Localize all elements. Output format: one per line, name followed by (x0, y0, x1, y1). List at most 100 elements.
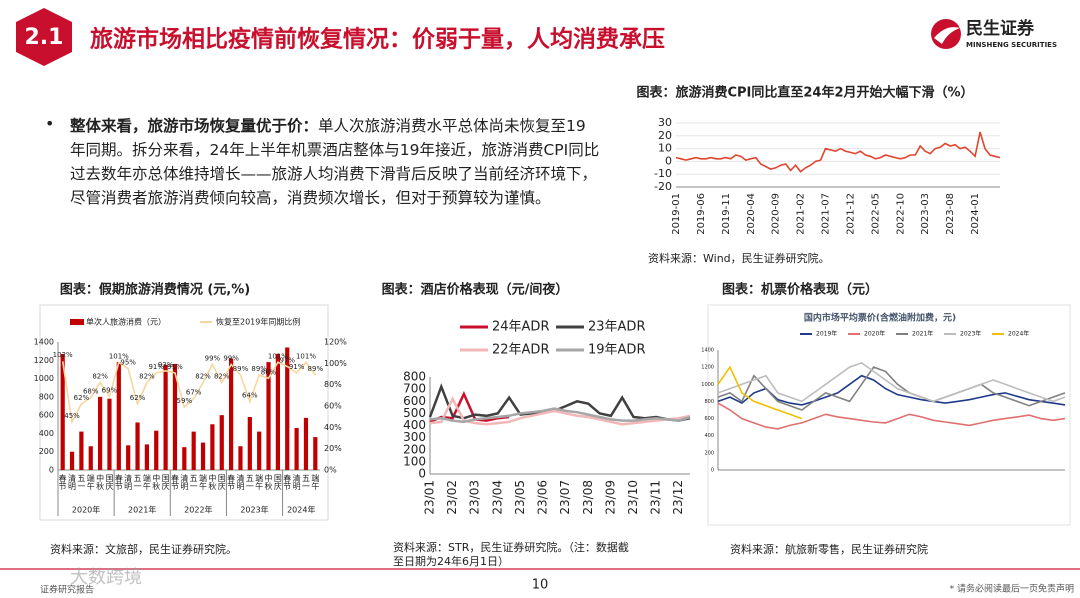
y-tick-label: 800 (39, 392, 54, 401)
y-tick-label: 400 (403, 418, 426, 432)
x-tick-label: 2023-03 (920, 193, 931, 235)
data-label: 67% (186, 389, 202, 397)
data-label: 69% (102, 386, 118, 394)
bar (126, 445, 131, 470)
footer-left: 证券研究报告 (40, 584, 94, 596)
y-tick-label: 1000 (34, 374, 54, 383)
bar (294, 427, 299, 470)
x-tick-label: 23/07 (558, 480, 572, 515)
x-tick-label: 国庆 (217, 474, 226, 491)
legend-label: 2021年 (912, 330, 933, 338)
data-label: 101% (109, 352, 129, 360)
bullet-text: 整体来看，旅游市场恢复量优于价：单人次旅游消费水平总体尚未恢复至19年同期。拆分… (70, 114, 600, 210)
x-tick-label: 五一 (133, 474, 142, 490)
bar (210, 424, 215, 470)
source: 资料来源：Wind，民生证券研究院。 (648, 252, 830, 265)
legend-label: 单次人旅游消费（元） (86, 317, 166, 327)
disclaimer: * 请务必阅读最后一页免责声明 (950, 583, 1074, 595)
x-tick-label: 春节 (170, 473, 179, 491)
x-tick-label: 清明 (180, 473, 189, 491)
group-label: 2020年 (72, 505, 100, 515)
data-label: 97% (279, 357, 295, 365)
data-label: 45% (64, 412, 80, 420)
legend-label: 23年ADR (588, 320, 645, 335)
x-tick-label: 23/12 (671, 480, 685, 515)
data-label: 99% (205, 354, 221, 362)
x-tick-label: 五一 (245, 474, 254, 490)
data-label: 89% (308, 365, 324, 373)
bar (238, 446, 243, 470)
y2-tick-label: 40% (324, 423, 342, 432)
data-label: 95% (120, 359, 136, 367)
bar (275, 353, 280, 470)
y2-tick-label: 120% (324, 338, 347, 347)
y-tick-label: 300 (403, 430, 426, 444)
logo-en: MINSHENG SECURITIES (966, 41, 1057, 49)
y-tick-label: 1200 (701, 365, 714, 371)
y-tick-label: 0 (49, 466, 54, 475)
y-tick-label: 800 (704, 399, 714, 405)
x-tick-label: 2020-09 (771, 193, 782, 235)
x-tick-label: 中秋 (264, 473, 273, 491)
x-tick-label: 2021-12 (845, 193, 856, 235)
source: 资料来源：文旅部，民生证券研究院。 (50, 543, 237, 556)
data-label: 82% (214, 373, 230, 381)
data-label: 89% (233, 365, 249, 373)
chart-title: 图表：假期旅游消费情况 (元,%) (60, 282, 250, 298)
bar (172, 363, 178, 470)
source: 资料来源：航旅新零售，民生证券研究院 (730, 543, 928, 556)
data-label: 82% (92, 373, 108, 381)
badge (16, 8, 72, 66)
x-tick-label: 国庆 (105, 474, 114, 491)
series-line (717, 362, 1066, 403)
watermark: 大数跨境 (70, 567, 142, 588)
x-tick-label: 23/03 (468, 480, 482, 515)
bar (154, 430, 159, 470)
group-label: 2023年 (240, 505, 268, 515)
x-tick-label: 2022-10 (895, 193, 906, 235)
y-tick-label: -20 (654, 180, 672, 193)
x-tick-label: 中秋 (152, 473, 161, 491)
bar (191, 431, 196, 470)
x-tick-label: 2021-07 (821, 193, 832, 235)
series-line (717, 374, 1066, 406)
group-label: 2021年 (128, 505, 156, 515)
series-line (429, 407, 691, 424)
y-tick-label: 600 (39, 411, 54, 420)
legend-label: 2019年 (816, 330, 837, 338)
x-tick-label: 2019-01 (671, 193, 682, 235)
legend-label: 2024年 (1008, 330, 1029, 338)
bullet-bold: 整体来看，旅游市场恢复量优于价： (70, 117, 319, 135)
y-tick-label: 200 (704, 450, 714, 456)
data-label: 91% (148, 363, 164, 371)
bar (107, 398, 112, 470)
x-tick-label: 2023-08 (945, 193, 956, 235)
x-tick-label: 23/11 (649, 480, 663, 515)
data-label: 89% (251, 365, 267, 373)
bar (257, 431, 262, 470)
y2-tick-label: 100% (324, 359, 347, 368)
x-tick-label: 端午 (142, 473, 151, 491)
series-line (675, 131, 1001, 173)
x-tick-label: 清明 (68, 473, 77, 491)
y-tick-label: 500 (403, 406, 426, 420)
y-tick-label: 1000 (701, 382, 714, 388)
bar (144, 444, 149, 470)
x-tick-label: 23/02 (445, 480, 459, 515)
bar (247, 416, 252, 470)
data-label: 82% (139, 373, 155, 381)
chart-subtitle: 国内市场平均票价(含燃油附加费，元) (804, 312, 956, 324)
y-tick-label: 600 (403, 394, 426, 408)
x-tick-label: 23/05 (513, 480, 527, 515)
bar (182, 447, 187, 470)
x-tick-label: 2022-05 (870, 193, 881, 235)
x-tick-label: 23/01 (423, 480, 437, 515)
x-tick-label: 清明 (124, 473, 133, 491)
bar (229, 358, 234, 470)
chart-title: 图表：旅游消费CPI同比直至24年2月开始大幅下滑（%） (636, 85, 973, 101)
y-tick-label: 0 (711, 468, 714, 474)
data-label: 101% (268, 352, 288, 360)
y-tick-label: 20 (658, 129, 672, 142)
chart-frame (707, 304, 1071, 526)
